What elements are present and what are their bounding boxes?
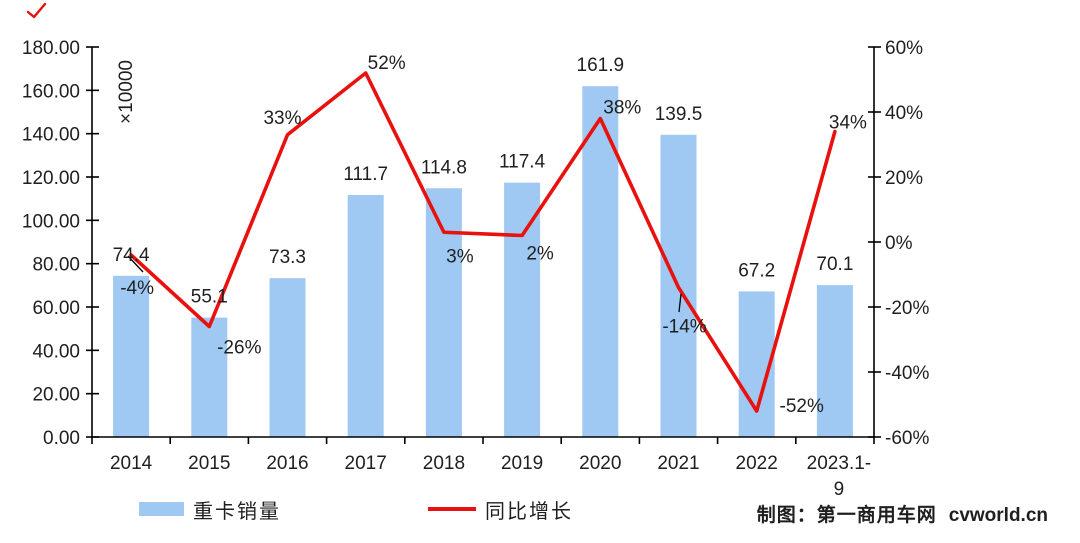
growth-value-label: -14% xyxy=(662,317,706,338)
right-tick-label: -20% xyxy=(885,298,929,319)
left-tick-label: 40.00 xyxy=(32,341,80,362)
bar-value-label: 55.1 xyxy=(191,287,228,308)
label-leader-line xyxy=(127,255,144,273)
x-label-2018: 2018 xyxy=(423,453,465,474)
x-label-2015: 2015 xyxy=(188,453,230,474)
label-leader-line xyxy=(678,293,682,313)
right-tick-label: -60% xyxy=(885,428,929,449)
credit-site: cvworld.cn xyxy=(948,505,1048,526)
bar-value-label: 70.1 xyxy=(816,254,853,275)
growth-value-label: -26% xyxy=(217,338,261,359)
x-label-2016: 2016 xyxy=(266,453,308,474)
credit-text: 制图：第一商用车网 xyxy=(756,505,937,526)
bar-series-label: 重卡销量 xyxy=(193,500,281,523)
right-tick-label: 60% xyxy=(885,38,923,59)
bar-value-label: 161.9 xyxy=(577,55,625,76)
bar-value-label: 67.2 xyxy=(738,260,775,281)
bar-value-label: 139.5 xyxy=(655,104,703,125)
left-tick-label: 20.00 xyxy=(32,385,80,406)
left-tick-label: 120.00 xyxy=(22,168,80,189)
right-tick-label: -40% xyxy=(885,363,929,384)
bar-value-label: 73.3 xyxy=(269,247,306,268)
bar-value-label: 111.7 xyxy=(343,164,388,185)
bar-value-label: 114.8 xyxy=(421,157,467,178)
left-tick-label: 140.00 xyxy=(22,125,80,146)
bar-2019 xyxy=(504,182,541,437)
x-label-2023.1-9: 9 xyxy=(834,479,845,500)
left-tick-label: 0.00 xyxy=(43,428,80,449)
left-tick-label: 80.00 xyxy=(32,255,80,276)
growth-value-label: -4% xyxy=(120,278,154,299)
line-series-label: 同比增长 xyxy=(485,500,573,523)
bar-2016 xyxy=(269,278,306,437)
right-tick-label: 40% xyxy=(885,103,923,124)
growth-value-label: -52% xyxy=(780,396,824,417)
legend-item-bar-series: 重卡销量 xyxy=(139,498,281,523)
growth-value-label: 3% xyxy=(446,246,474,267)
right-tick-label: 20% xyxy=(885,168,923,189)
bar-2017 xyxy=(347,194,384,437)
bar-value-label: 74.4 xyxy=(113,245,150,266)
right-tick-label: 0% xyxy=(885,233,913,254)
legend-item-line-series: 同比增长 xyxy=(428,498,573,523)
legend: 重卡销量 同比增长 xyxy=(0,498,1080,524)
x-label-2021: 2021 xyxy=(657,453,699,474)
x-label-2017: 2017 xyxy=(345,453,387,474)
growth-line xyxy=(129,71,837,413)
x-label-2022: 2022 xyxy=(736,453,778,474)
growth-value-label: 52% xyxy=(368,53,406,74)
left-tick-label: 160.00 xyxy=(22,81,80,102)
bar-2015 xyxy=(191,317,228,437)
x-label-2020: 2020 xyxy=(579,453,621,474)
x-label-2019: 2019 xyxy=(501,453,543,474)
x-label-2023.1-9: 2023.1- xyxy=(807,453,871,474)
bar-2018 xyxy=(425,188,462,437)
left-tick-label: 180.00 xyxy=(22,38,80,59)
growth-value-label: 33% xyxy=(263,108,301,129)
x-label-2014: 2014 xyxy=(110,453,153,474)
bar-2023.1-9 xyxy=(816,285,853,437)
left-tick-label: 60.00 xyxy=(32,298,80,319)
line-series-swatch xyxy=(428,507,476,511)
credit-line: 制图：第一商用车网 cvworld.cn xyxy=(757,500,1048,527)
left-axis-unit-label: ×10000 xyxy=(116,60,137,124)
growth-value-label: 2% xyxy=(526,244,554,265)
red-check-mark xyxy=(26,2,47,19)
bar-series-swatch xyxy=(139,502,184,516)
growth-value-label: 34% xyxy=(829,113,867,134)
left-tick-label: 100.00 xyxy=(22,211,80,232)
bar-value-label: 117.4 xyxy=(499,152,546,173)
growth-value-label: 38% xyxy=(603,98,641,119)
bar-2014 xyxy=(113,275,150,437)
